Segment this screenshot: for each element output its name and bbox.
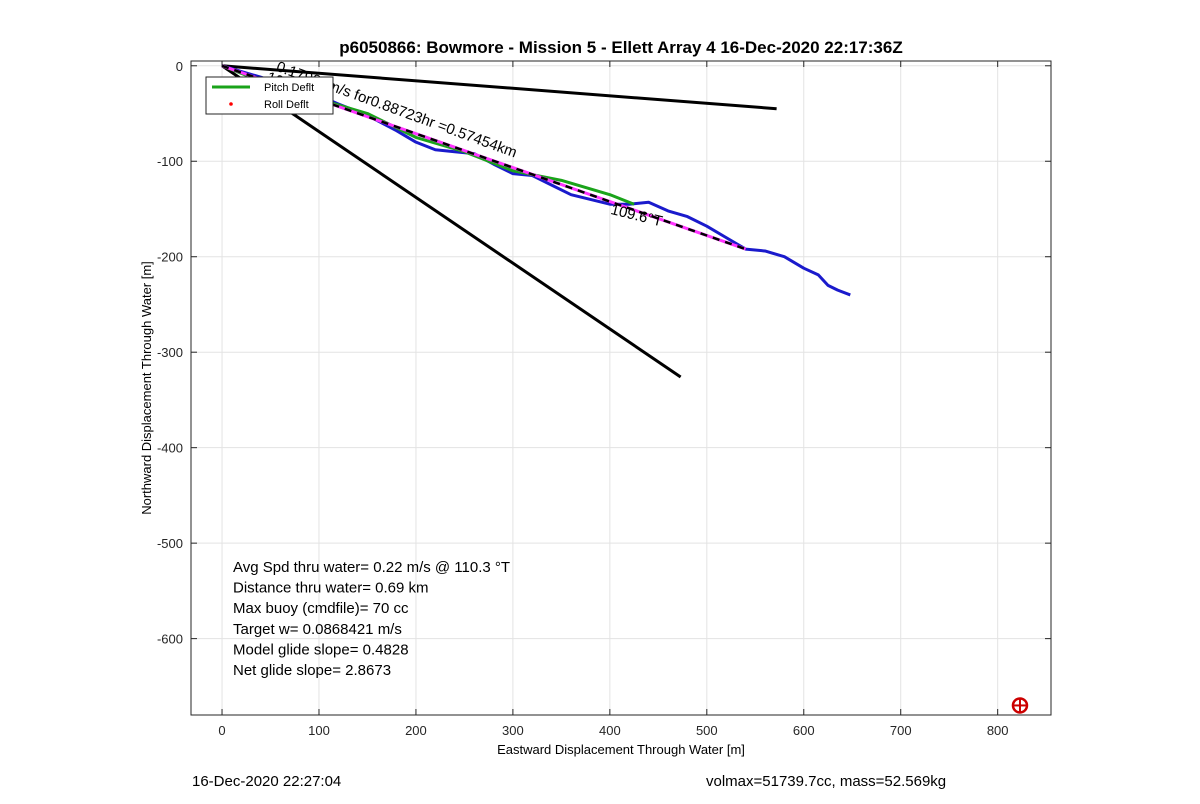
- legend: Pitch Deflt Roll Deflt: [205, 76, 334, 115]
- stat-line: Model glide slope= 0.4828: [233, 641, 409, 658]
- stats-box: Avg Spd thru water= 0.22 m/s @ 110.3 °T D…: [233, 559, 510, 679]
- series-line-0: [221, 64, 777, 111]
- axes: 0 100 200 300 400 500 600 700 800 0 -100 -200 -300 -4…: [157, 59, 1052, 738]
- y-tick-label: 0: [176, 59, 183, 74]
- x-tick-label: 100: [308, 723, 330, 738]
- x-tick-label: 0: [218, 723, 225, 738]
- x-tick-label: 200: [405, 723, 427, 738]
- stat-line: Avg Spd thru water= 0.22 m/s @ 110.3 °T: [233, 559, 510, 576]
- x-tick-label: 500: [696, 723, 718, 738]
- legend-label: Pitch Deflt: [264, 82, 314, 94]
- y-tick-label: -100: [157, 154, 183, 169]
- x-tick-label: 300: [502, 723, 524, 738]
- stat-line: Target w= 0.0868421 m/s: [233, 621, 402, 638]
- x-tick-label: 400: [599, 723, 621, 738]
- stat-line: Net glide slope= 2.8673: [233, 662, 391, 679]
- plot-frame: [190, 60, 1052, 716]
- footer-info: volmax=51739.7cc, mass=52.569kg: [706, 773, 947, 790]
- legend-label: Roll Deflt: [264, 99, 309, 111]
- y-tick-label: -500: [157, 536, 183, 551]
- stat-line: Distance thru water= 0.69 km: [233, 580, 429, 597]
- y-tick-label: -400: [157, 441, 183, 456]
- x-tick-label: 700: [890, 723, 912, 738]
- chart-title: p6050866: Bowmore - Mission 5 - Ellett A…: [339, 38, 902, 57]
- x-tick-label: 800: [987, 723, 1009, 738]
- stat-line: Max buoy (cmdfile)= 70 cc: [233, 600, 409, 617]
- grid: [191, 61, 1051, 715]
- legend-swatch-dot: [229, 102, 233, 106]
- footer-timestamp: 16-Dec-2020 22:27:04: [192, 773, 342, 790]
- y-tick-label: -200: [157, 250, 183, 265]
- y-tick-label: -300: [157, 345, 183, 360]
- series-line-1: [221, 64, 682, 379]
- x-axis-label: Eastward Displacement Through Water [m]: [497, 742, 745, 757]
- y-tick-label: -600: [157, 632, 183, 647]
- y-axis-label: Northward Displacement Through Water [m]: [139, 261, 154, 515]
- legend-box: [205, 76, 334, 115]
- x-tick-label: 600: [793, 723, 815, 738]
